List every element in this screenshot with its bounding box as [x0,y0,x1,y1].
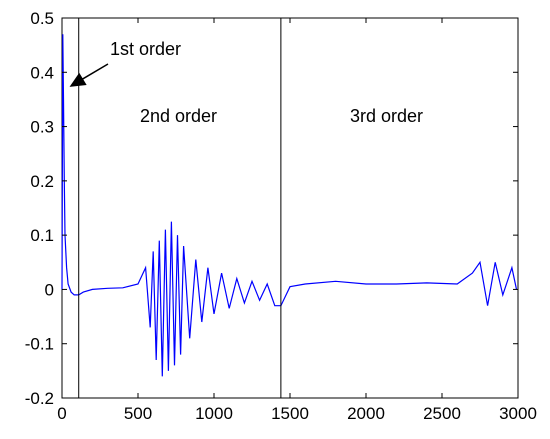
y-tick-label: 0.3 [30,118,54,137]
annotation-1st-order: 1st order [110,39,181,59]
annotation-layer: 1st order 2nd order 3rd order [69,39,423,126]
annotation-3rd-order: 3rd order [350,106,423,126]
x-tick-label: 1500 [271,404,309,423]
series-layer [61,34,518,377]
y-tick-label: 0.5 [30,9,54,28]
y-tick-label: 0.4 [30,63,54,82]
y-tick-label: 0 [45,280,54,299]
y-tick-label: 0.2 [30,172,54,191]
x-tick-label: 500 [124,404,152,423]
plot-frame [61,17,519,399]
y-tick-label: 0.1 [30,226,54,245]
tick-layer: 0 500 1000 1500 2000 2500 3000 -0.2 -0.1 0 0.1 0.2 0… [25,9,537,423]
x-tick-label: 0 [57,404,66,423]
y-tick-label: -0.1 [25,335,54,354]
plot-area [61,17,519,399]
annotation-arrow [69,63,109,87]
y-tick-label: -0.2 [25,389,54,408]
series-line [61,34,518,377]
x-tick-label: 2500 [423,404,461,423]
annotation-2nd-order: 2nd order [140,106,217,126]
x-tick-label: 3000 [499,404,537,423]
x-tick-label: 2000 [347,404,385,423]
x-tick-label: 1000 [195,404,233,423]
